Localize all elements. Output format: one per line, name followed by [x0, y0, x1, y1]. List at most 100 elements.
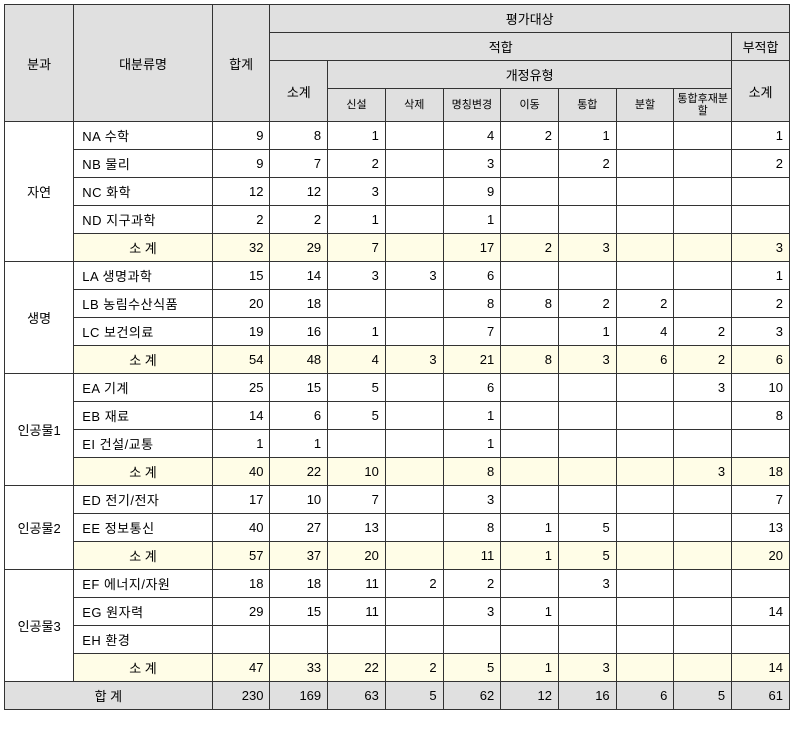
header-subtotal2: 소계 [732, 61, 790, 122]
table-row: 인공물1EA 기계251556310 [5, 374, 790, 402]
table-cell: 40 [212, 458, 270, 486]
header-split: 분할 [616, 89, 674, 122]
table-cell [674, 514, 732, 542]
table-cell [674, 654, 732, 682]
table-cell: 2 [501, 122, 559, 150]
table-cell: 14 [212, 402, 270, 430]
table-cell: 230 [212, 682, 270, 710]
table-cell: 3 [385, 262, 443, 290]
table-cell: 19 [212, 318, 270, 346]
table-cell: 18 [732, 458, 790, 486]
table-cell: 2 [328, 150, 386, 178]
table-cell: 12 [212, 178, 270, 206]
table-cell [674, 430, 732, 458]
table-cell: 7 [328, 486, 386, 514]
table-cell: 4 [443, 122, 501, 150]
header-new: 신설 [328, 89, 386, 122]
table-cell [674, 234, 732, 262]
table-cell: 10 [732, 374, 790, 402]
table-cell [616, 486, 674, 514]
table-cell: 12 [501, 682, 559, 710]
table-cell: 18 [270, 570, 328, 598]
table-cell [732, 206, 790, 234]
table-cell: 29 [212, 598, 270, 626]
table-cell [616, 626, 674, 654]
table-cell: 4 [328, 346, 386, 374]
table-cell: 1 [732, 122, 790, 150]
table-cell: 6 [616, 682, 674, 710]
table-row: LC 보건의료1916171423 [5, 318, 790, 346]
header-rename: 명칭변경 [443, 89, 501, 122]
table-cell [616, 598, 674, 626]
row-label: EB 재료 [74, 402, 213, 430]
table-cell [501, 318, 559, 346]
table-cell [674, 598, 732, 626]
header-subtotal1: 소계 [270, 61, 328, 122]
table-cell: 1 [270, 430, 328, 458]
table-cell: 1 [558, 318, 616, 346]
table-cell: 63 [328, 682, 386, 710]
table-cell [385, 486, 443, 514]
table-cell [558, 430, 616, 458]
table-cell [501, 570, 559, 598]
table-cell [501, 150, 559, 178]
table-cell [616, 122, 674, 150]
table-cell: 8 [443, 290, 501, 318]
table-cell: 2 [501, 234, 559, 262]
table-cell: 5 [443, 654, 501, 682]
table-cell: 1 [732, 262, 790, 290]
table-cell [328, 430, 386, 458]
table-cell: 9 [212, 122, 270, 150]
table-row: NB 물리972322 [5, 150, 790, 178]
table-cell [501, 262, 559, 290]
table-cell [328, 290, 386, 318]
table-cell [385, 318, 443, 346]
table-cell [385, 178, 443, 206]
table-cell: 1 [328, 318, 386, 346]
table-cell [501, 402, 559, 430]
table-cell [501, 178, 559, 206]
table-cell: 1 [328, 122, 386, 150]
table-row: 자연NA 수학9814211 [5, 122, 790, 150]
table-cell [674, 290, 732, 318]
table-cell: 8 [501, 346, 559, 374]
table-row: ND 지구과학2211 [5, 206, 790, 234]
table-cell: 14 [270, 262, 328, 290]
table-cell: 2 [616, 290, 674, 318]
table-body: 자연NA 수학9814211NB 물리972322NC 화학121239ND 지… [5, 122, 790, 710]
table-cell [616, 654, 674, 682]
table-cell: 48 [270, 346, 328, 374]
table-cell: 12 [270, 178, 328, 206]
table-cell: 20 [212, 290, 270, 318]
table-cell: 27 [270, 514, 328, 542]
table-cell: 3 [674, 374, 732, 402]
table-cell: 2 [270, 206, 328, 234]
table-cell: 5 [674, 682, 732, 710]
header-suitable: 적합 [270, 33, 732, 61]
row-label: NB 물리 [74, 150, 213, 178]
table-cell: 4 [616, 318, 674, 346]
table-cell: 37 [270, 542, 328, 570]
table-cell [385, 458, 443, 486]
group-name: 인공물2 [5, 486, 74, 570]
table-cell [732, 626, 790, 654]
table-cell: 1 [443, 430, 501, 458]
table-cell: 7 [732, 486, 790, 514]
subtotal-row: 소 계3229717233 [5, 234, 790, 262]
table-cell: 22 [328, 654, 386, 682]
table-cell [443, 626, 501, 654]
table-cell: 9 [443, 178, 501, 206]
table-cell: 5 [558, 514, 616, 542]
row-label: LC 보건의료 [74, 318, 213, 346]
table-cell: 5 [328, 374, 386, 402]
table-cell: 9 [212, 150, 270, 178]
table-cell: 32 [212, 234, 270, 262]
table-cell [616, 150, 674, 178]
header-revisiontype: 개정유형 [328, 61, 732, 89]
table-row: LB 농림수산식품201888222 [5, 290, 790, 318]
row-label: EH 환경 [74, 626, 213, 654]
row-label: EA 기계 [74, 374, 213, 402]
header-category: 대분류명 [74, 5, 213, 122]
table-cell [558, 206, 616, 234]
table-cell [558, 598, 616, 626]
